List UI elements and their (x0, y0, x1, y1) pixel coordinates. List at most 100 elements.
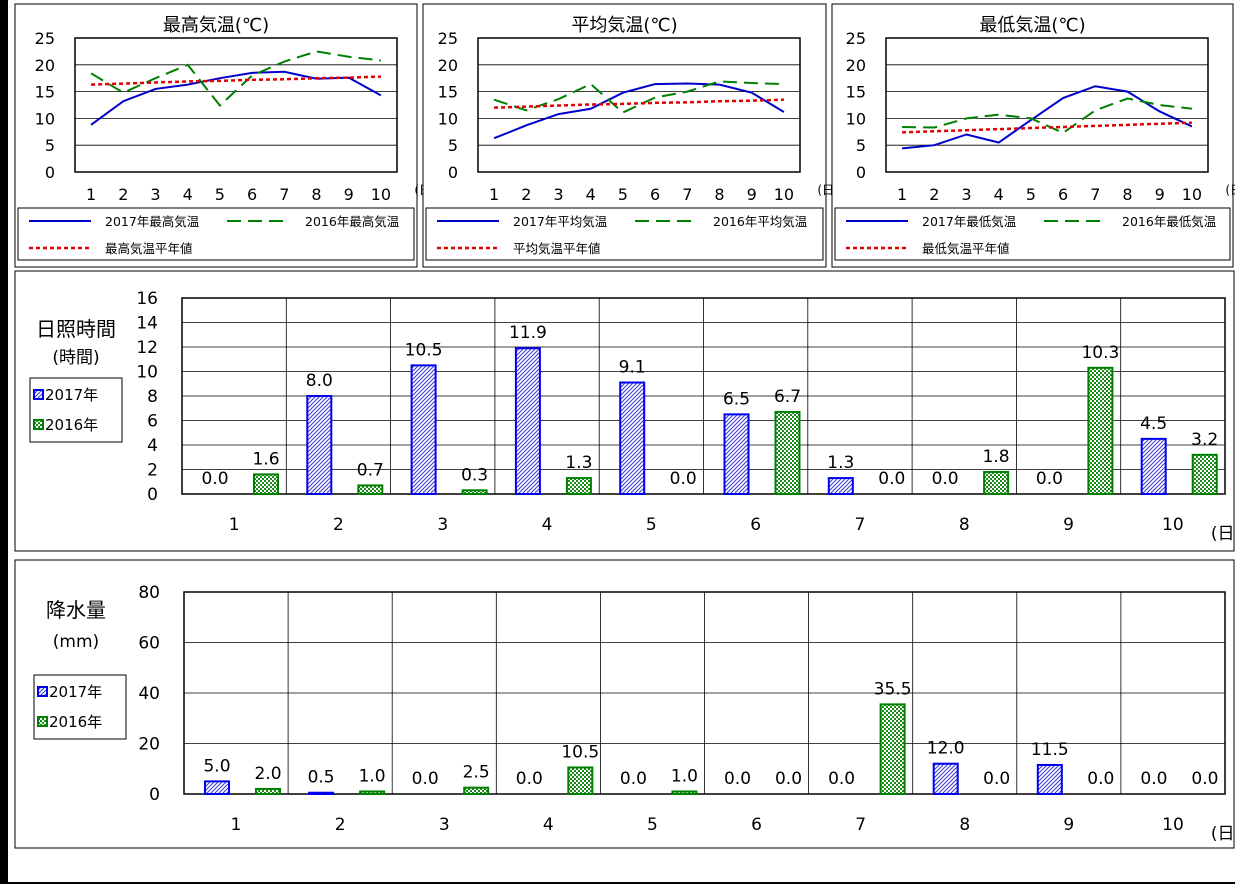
x-tick-label: 4 (183, 185, 193, 204)
data-label: 12.0 (927, 739, 965, 759)
data-label: 0.0 (412, 769, 439, 789)
data-label: 1.3 (827, 453, 854, 473)
data-label: 4.5 (1140, 414, 1167, 434)
data-label: 0.7 (357, 460, 384, 480)
y-tick-label: 80 (138, 583, 160, 603)
legend-box (29, 377, 123, 443)
plot-area (477, 37, 801, 173)
x-tick-label: 5 (647, 815, 658, 835)
y-tick-label: 0 (45, 163, 55, 182)
y-tick-label: 25 (438, 29, 458, 48)
x-tick-label: 1 (897, 185, 907, 204)
x-tick-label: 5 (646, 515, 657, 535)
bar-2017年 (306, 395, 333, 495)
y-tick-label: 5 (856, 136, 866, 155)
bar-2016年 (983, 470, 1010, 496)
x-tick-label: 6 (247, 185, 257, 204)
bar-2016年 (359, 790, 386, 795)
x-tick-label: 5 (618, 185, 628, 204)
data-label: 10.5 (561, 742, 599, 762)
x-tick-label: 4 (542, 515, 553, 535)
legend-swatch (33, 389, 44, 400)
x-tick-label: 2 (335, 815, 346, 835)
data-label: 11.5 (1031, 740, 1069, 760)
x-tick-label: 2 (333, 515, 344, 535)
x-tick-label: 7 (855, 515, 866, 535)
data-label: 11.9 (509, 323, 547, 343)
data-label: 0.0 (201, 469, 228, 489)
y-tick-label: 0 (856, 163, 866, 182)
temperature-panel-3: 最低気温(℃) 0 5 10 15 20 25 1 2 3 4 5 6 7 8 9 10 (日) 2017年最低気温… (831, 3, 1235, 268)
x-tick-label: 4 (543, 815, 554, 835)
x-tick-label: 4 (994, 185, 1004, 204)
legend-label: 最高気温平年値 (105, 241, 193, 256)
bar-2016年 (879, 703, 906, 795)
bar-2017年 (827, 477, 854, 496)
x-tick-label: 6 (750, 515, 761, 535)
x-tick-label: 7 (1090, 185, 1100, 204)
axis-title: 日照時間 (36, 317, 116, 341)
x-tick-label: 6 (751, 815, 762, 835)
bar-2017年 (204, 780, 230, 795)
bar-2016年 (565, 477, 592, 496)
y-tick-label: 5 (448, 136, 458, 155)
y-tick-label: 40 (138, 684, 160, 704)
y-tick-label: 25 (846, 29, 866, 48)
data-label: 0.0 (1087, 769, 1114, 789)
bar-2017年 (1036, 763, 1063, 796)
legend-box (834, 207, 1231, 261)
x-tick-label: 10 (1162, 815, 1184, 835)
series-line (90, 50, 382, 108)
y-tick-label: 0 (147, 485, 158, 505)
data-label: 0.0 (878, 469, 905, 489)
x-tick-label: 8 (959, 515, 970, 535)
y-tick-label: 10 (35, 109, 55, 128)
series-line (902, 121, 1192, 134)
data-label: 8.0 (306, 371, 333, 391)
bar-2016年 (255, 787, 281, 796)
x-tick-label: 3 (961, 185, 971, 204)
y-tick-label: 20 (846, 56, 866, 75)
y-tick-label: 10 (136, 363, 158, 383)
y-tick-label: 15 (35, 83, 55, 102)
y-tick-label: 14 (136, 314, 158, 334)
x-tick-label: 1 (86, 185, 96, 204)
bar-2016年 (461, 489, 488, 496)
x-tick-label: 2 (118, 185, 128, 204)
series-line (902, 97, 1193, 135)
bar-2016年 (463, 786, 490, 795)
data-label: 0.0 (724, 769, 751, 789)
data-label: 0.0 (983, 769, 1010, 789)
data-label: 2.0 (254, 764, 281, 784)
bar-2016年 (357, 484, 384, 495)
x-unit-label: (日) (1225, 183, 1235, 197)
legend-box (425, 207, 824, 261)
legend-label: 2017年最高気温 (105, 214, 200, 229)
data-label: 6.7 (774, 387, 801, 407)
legend-label: 2017年最低気温 (922, 214, 1017, 229)
legend: 2017年 2016年 (33, 674, 127, 740)
legend-swatch (37, 686, 48, 697)
y-tick-label: 12 (136, 338, 158, 358)
data-label: 6.5 (723, 389, 750, 409)
x-tick-label: 9 (747, 185, 757, 204)
x-tick-label: 4 (586, 185, 596, 204)
data-label: 0.0 (670, 469, 697, 489)
legend-label: 2016年平均気温 (713, 214, 808, 229)
legend-label: 平均気温平年値 (513, 241, 601, 256)
x-tick-label: 1 (231, 815, 242, 835)
data-label: 0.0 (1140, 769, 1167, 789)
data-label: 35.5 (874, 679, 912, 699)
x-tick-label: 5 (215, 185, 225, 204)
legend-label: 最低気温平年値 (922, 241, 1010, 256)
bar-2017年 (514, 347, 541, 495)
data-label: 1.8 (983, 447, 1010, 467)
legend-label: 2017年 (49, 683, 102, 701)
data-label: 0.5 (308, 768, 335, 788)
x-tick-label: 2 (521, 185, 531, 204)
